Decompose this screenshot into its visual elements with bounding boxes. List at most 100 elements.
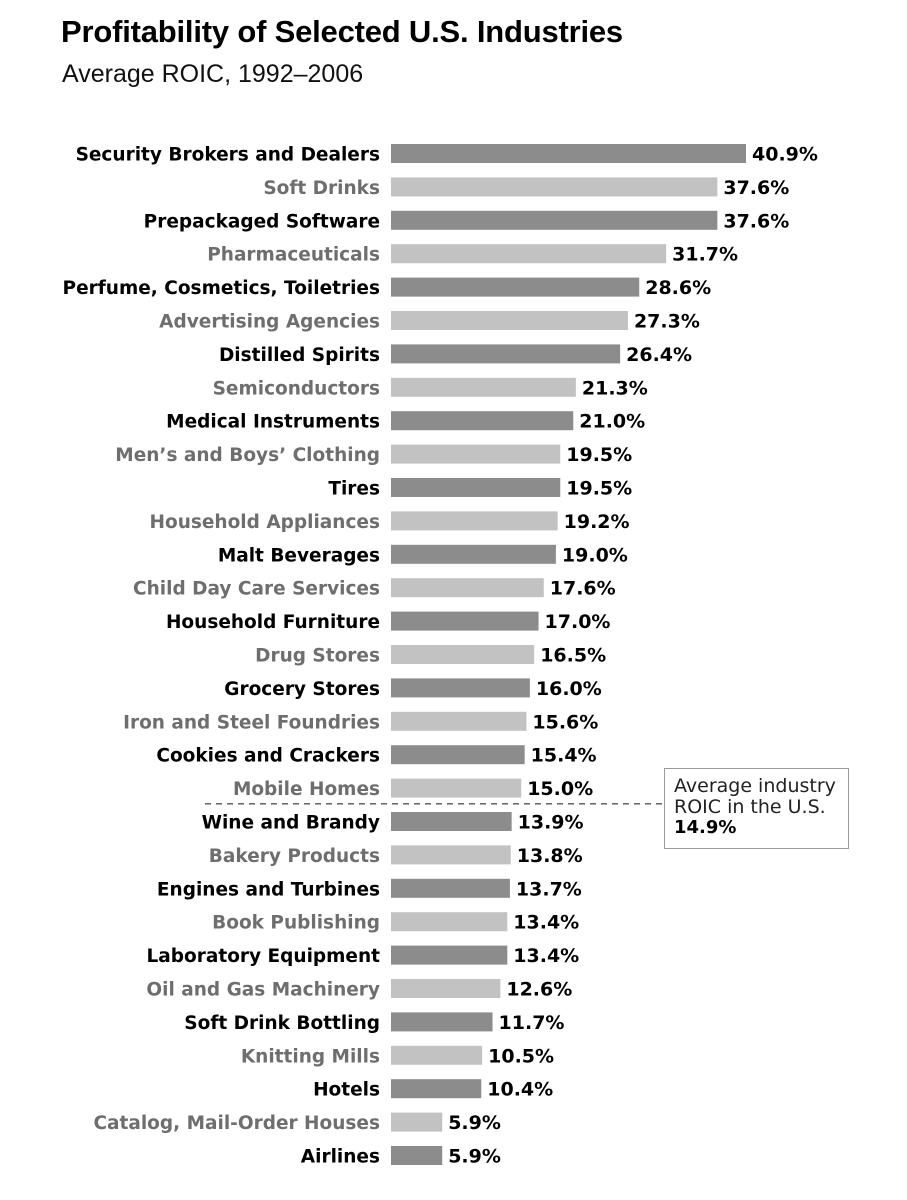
bar [391, 1045, 483, 1065]
category-label: Advertising Agencies [159, 312, 380, 333]
category-label: Engines and Turbines [157, 879, 380, 900]
value-label: 19.2% [564, 511, 630, 533]
value-label: 16.0% [536, 678, 602, 700]
value-label: 40.9% [752, 144, 818, 166]
bar [391, 478, 561, 497]
value-label: 37.6% [723, 210, 789, 232]
category-label: Household Furniture [166, 612, 380, 633]
category-label: Bakery Products [209, 846, 380, 867]
category-label: Soft Drink Bottling [184, 1013, 380, 1034]
category-label: Semiconductors [213, 378, 380, 399]
category-label: Cookies and Crackers [156, 746, 380, 767]
value-label: 19.5% [566, 444, 632, 466]
category-label: Wine and Brandy [202, 813, 380, 834]
bar [391, 1079, 482, 1099]
callout-text-line-2: ROIC in the U.S. [674, 796, 826, 818]
value-label: 21.3% [582, 377, 648, 399]
category-label: Tires [328, 479, 380, 500]
bar [391, 244, 667, 264]
category-label: Distilled Spirits [219, 345, 380, 366]
bar [391, 344, 621, 364]
bar [391, 845, 511, 865]
bar [391, 544, 556, 564]
bar [391, 812, 512, 831]
bar [391, 945, 508, 965]
value-label: 13.8% [517, 845, 583, 867]
category-label: Malt Beverages [218, 545, 380, 566]
value-label: 13.4% [513, 912, 579, 934]
category-label: Prepackaged Software [144, 211, 380, 232]
value-label: 12.6% [506, 979, 572, 1001]
category-label: Airlines [301, 1147, 380, 1168]
bar [391, 645, 535, 664]
category-label: Household Appliances [150, 512, 381, 533]
value-label: 13.7% [516, 878, 582, 900]
bar [391, 711, 527, 731]
value-label: 10.5% [488, 1045, 554, 1067]
bar [391, 611, 539, 631]
value-label: 28.6% [645, 277, 711, 299]
chart-title: Profitability of Selected U.S. Industrie… [61, 14, 623, 49]
value-label: 16.5% [540, 645, 606, 667]
bar [391, 411, 574, 431]
category-label: Catalog, Mail-Order Houses [93, 1113, 380, 1134]
bar [391, 144, 746, 163]
value-label: 31.7% [672, 244, 738, 266]
category-label: Men’s and Boys’ Clothing [115, 445, 380, 466]
value-label: 15.0% [527, 778, 593, 800]
category-label: Soft Drinks [263, 178, 380, 199]
bar [391, 778, 522, 798]
bar [391, 578, 544, 598]
value-label: 17.0% [545, 611, 611, 633]
category-label: Grocery Stores [224, 679, 380, 700]
bar [391, 444, 561, 464]
category-label: Drug Stores [255, 646, 380, 667]
category-label: Iron and Steel Foundries [123, 712, 380, 733]
value-label: 17.6% [550, 578, 616, 600]
average-roic-callout: Average industry ROIC in the U.S. 14.9% [664, 768, 849, 849]
value-label: 21.0% [579, 411, 645, 433]
callout-text-line-1: Average industry [674, 775, 836, 797]
bar [391, 878, 510, 898]
bar [391, 979, 501, 998]
bar [391, 1146, 443, 1165]
category-label: Mobile Homes [233, 779, 380, 800]
chart-subtitle: Average ROIC, 1992–2006 [62, 60, 364, 88]
value-label: 11.7% [499, 1012, 565, 1034]
value-label: 10.4% [487, 1079, 553, 1101]
value-label: 13.4% [513, 945, 579, 967]
value-label: 15.6% [532, 711, 598, 733]
category-label: Medical Instruments [166, 412, 380, 433]
bar [391, 210, 718, 230]
value-label: 13.9% [518, 812, 584, 834]
bar [391, 1012, 493, 1032]
bar [391, 311, 628, 330]
bar [391, 277, 640, 297]
bar [391, 678, 530, 698]
category-label: Pharmaceuticals [207, 245, 380, 266]
value-label: 27.3% [634, 311, 700, 333]
category-label: Knitting Mills [241, 1046, 380, 1067]
bar [391, 745, 525, 765]
category-label: Oil and Gas Machinery [146, 980, 380, 1001]
bar [391, 377, 576, 397]
value-label: 5.9% [448, 1112, 501, 1134]
category-label: Laboratory Equipment [147, 946, 381, 967]
bar [391, 177, 718, 197]
value-label: 37.6% [723, 177, 789, 199]
category-label: Perfume, Cosmetics, Toiletries [63, 278, 380, 299]
value-label: 15.4% [531, 745, 597, 767]
category-label: Security Brokers and Dealers [76, 145, 380, 166]
value-label: 26.4% [626, 344, 692, 366]
value-label: 19.5% [566, 478, 632, 500]
category-label: Hotels [313, 1080, 380, 1101]
category-label: Child Day Care Services [133, 579, 380, 600]
category-label: Book Publishing [212, 913, 380, 934]
bar [391, 511, 558, 531]
value-label: 5.9% [448, 1146, 501, 1168]
callout-value: 14.9% [674, 817, 737, 838]
bar [391, 1112, 443, 1132]
value-label: 19.0% [562, 544, 628, 566]
bar [391, 912, 508, 932]
